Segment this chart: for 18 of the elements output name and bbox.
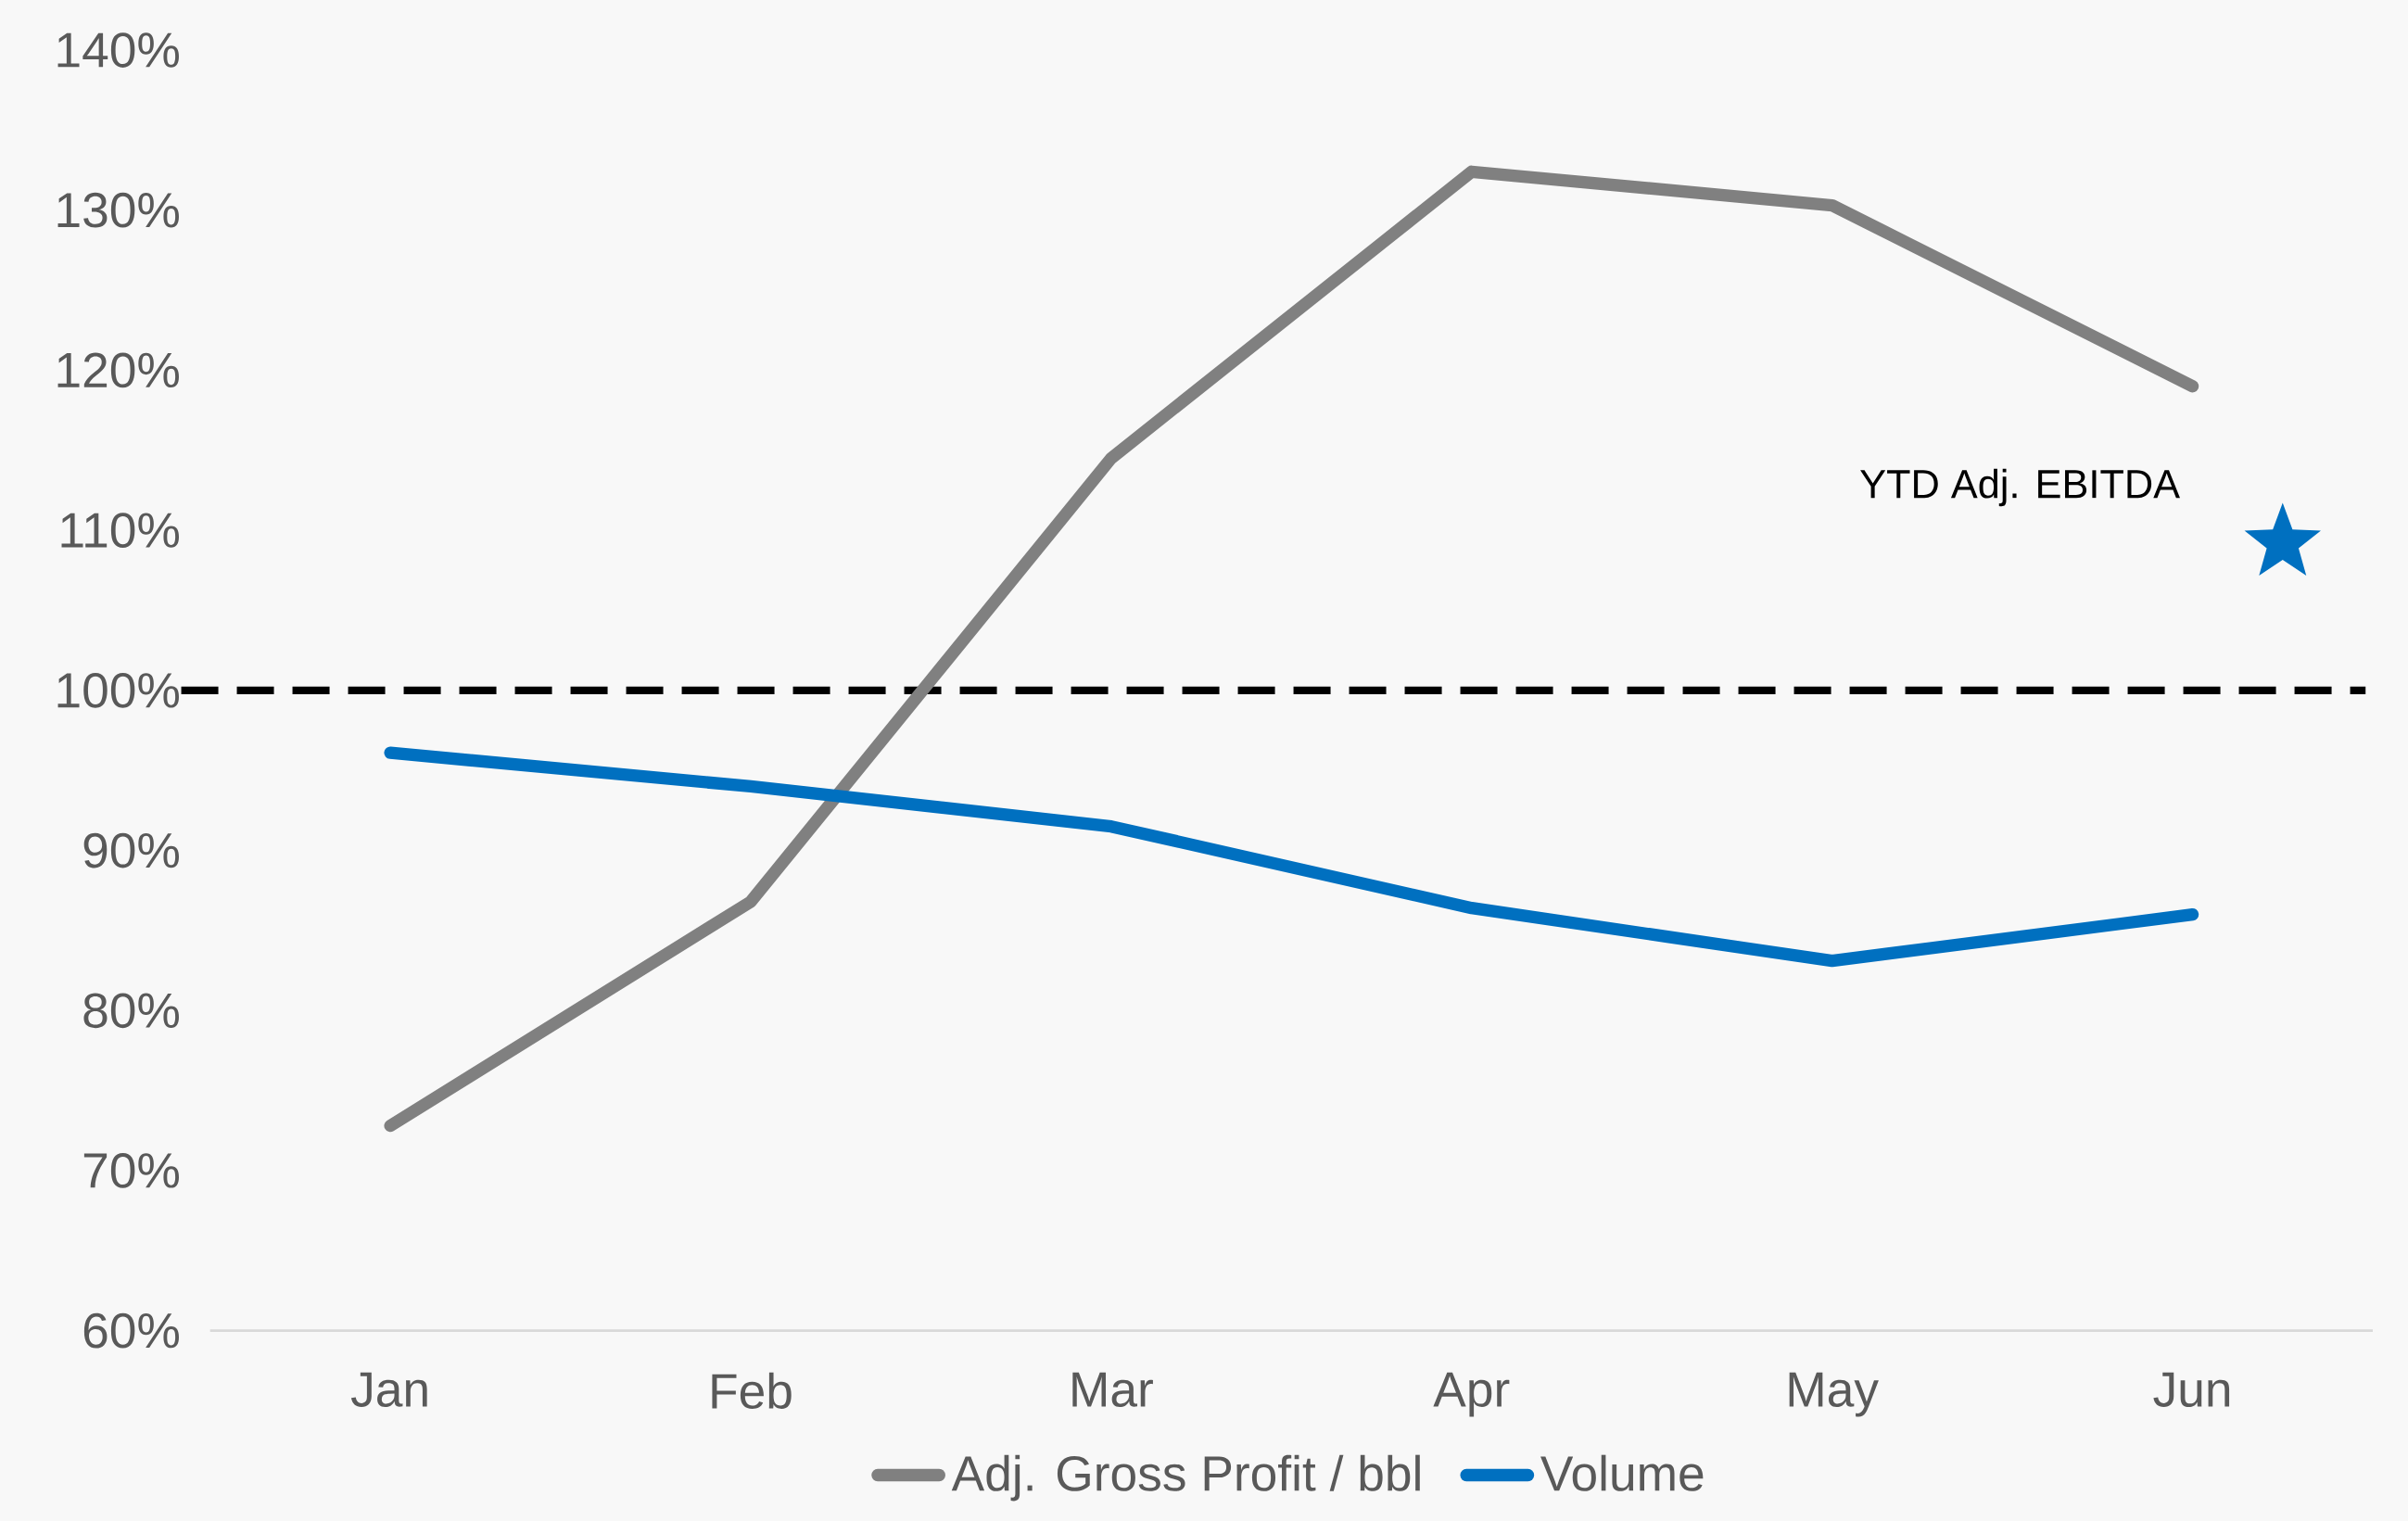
x-tick-label: May: [1789, 1372, 1879, 1417]
y-tick-label: 70%: [83, 1153, 179, 1188]
x-tick-label: Mar: [1072, 1372, 1153, 1407]
x-tick-label: Apr: [1433, 1372, 1510, 1417]
x-tick-label: Jan: [350, 1372, 427, 1407]
legend-label: Adj. Gross Profit / bbl: [951, 1454, 1420, 1502]
y-tick-label: 100%: [57, 672, 179, 708]
y-tick-label: 130%: [57, 192, 179, 228]
y-tick-label: 80%: [83, 993, 179, 1029]
legend-label: Volume: [1540, 1454, 1704, 1491]
y-tick-label: 60%: [83, 1312, 179, 1349]
y-tick-label: 140%: [57, 32, 179, 68]
x-tick-label: Jun: [2153, 1372, 2230, 1407]
y-tick-label: 120%: [57, 352, 179, 388]
series-label: YTD Adj. EBITDA: [1860, 468, 2180, 507]
y-tick-label: 90%: [83, 832, 179, 868]
x-tick-label: Feb: [712, 1372, 792, 1409]
y-tick-label: 110%: [61, 513, 179, 549]
